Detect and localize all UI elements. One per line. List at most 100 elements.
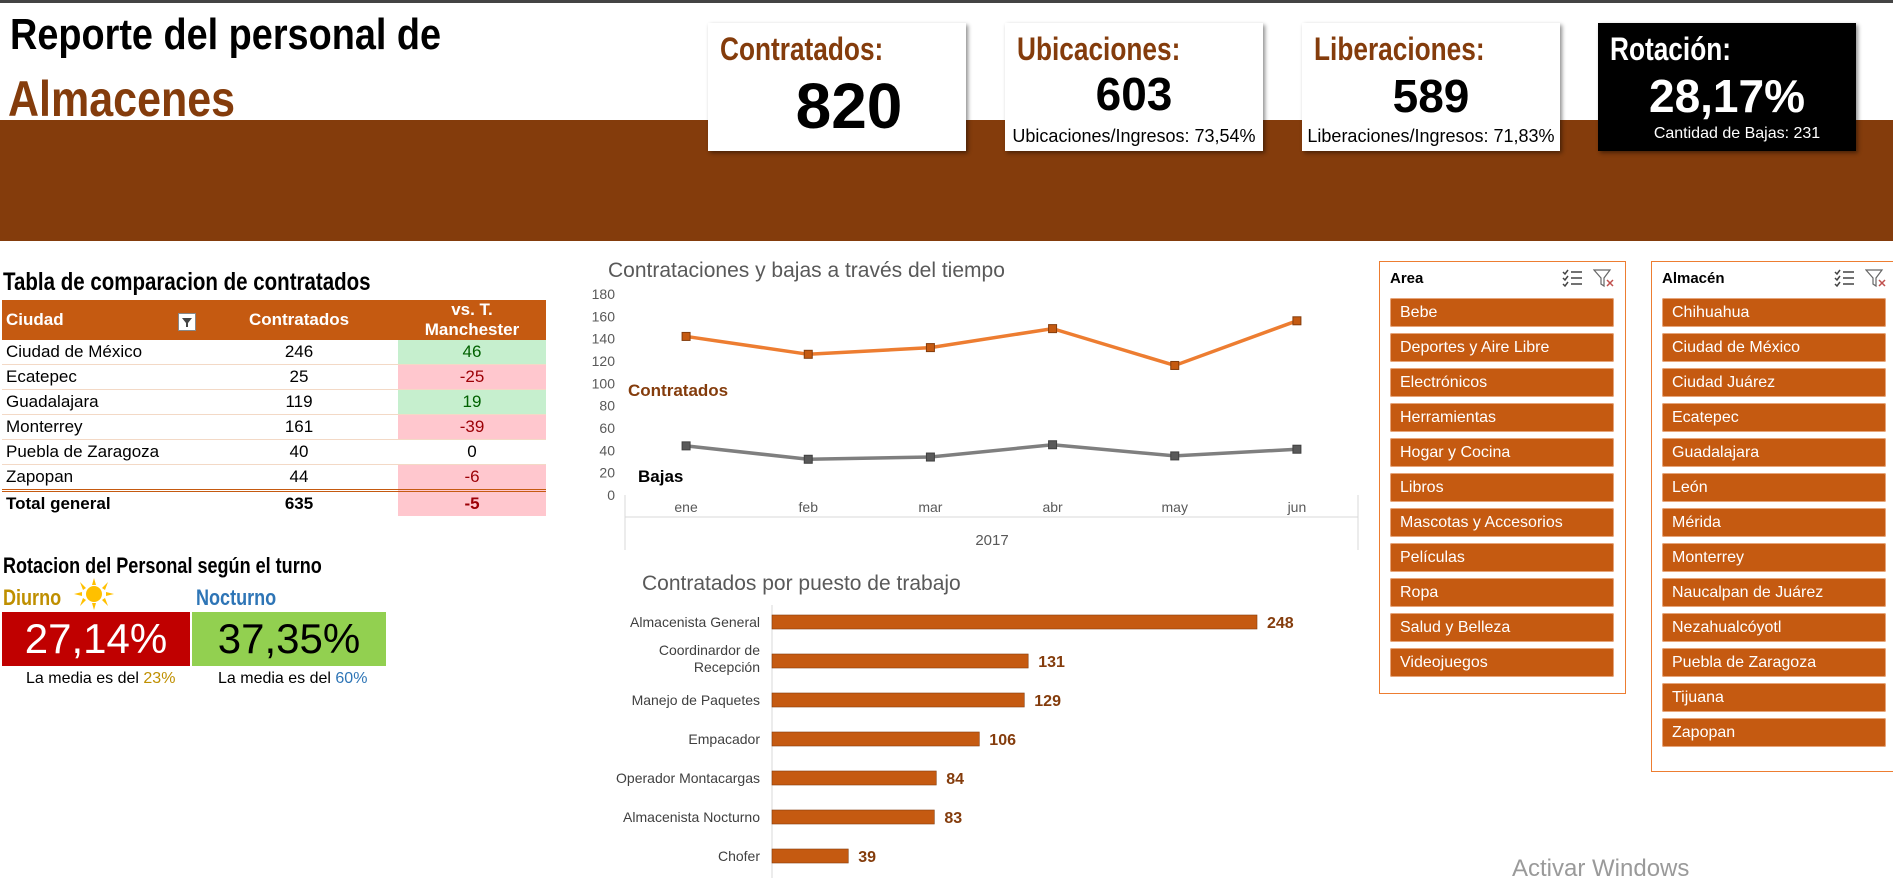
clear-filter-icon[interactable] — [1864, 268, 1887, 293]
column-header-ciudad: Ciudad — [2, 300, 200, 340]
kpi-liberaciones-sub: Liberaciones/Ingresos: 71,83% — [1307, 126, 1555, 146]
bar — [771, 809, 935, 825]
kpi-rotacion-value: 28,17% — [1648, 70, 1805, 122]
table-total-row: Total general 635 -5 — [2, 489, 546, 516]
comparison-table-title: Tabla de comparacion de contratados — [3, 268, 371, 296]
x-tick-label: ene — [674, 499, 698, 515]
area-slicer: Area Bebe Deportes y Aire Libre Electrónic… — [1379, 261, 1626, 694]
cell-city: Ecatepec — [2, 364, 200, 390]
kpi-ubicaciones-card: Ubicaciones: 603 Ubicaciones/Ingresos: 7… — [1005, 23, 1263, 151]
bar-category-label: Coordinardor de — [659, 642, 760, 658]
series-label-bajas: Bajas — [638, 467, 683, 486]
bar-value-label: 39 — [858, 849, 876, 866]
data-point-contratados — [803, 349, 813, 359]
cell-hired: 119 — [200, 389, 398, 415]
kpi-contratados-value: 820 — [795, 70, 903, 142]
almacen-slicer-title: Almacén — [1662, 270, 1725, 287]
page-title: Reporte del personal de — [10, 10, 442, 59]
bar — [771, 731, 980, 747]
bar-category-label: Chofer — [718, 848, 760, 864]
slicer-item-area[interactable]: Ropa — [1390, 578, 1614, 607]
y-tick-label: 40 — [599, 442, 615, 458]
bar-category-label: Recepción — [694, 659, 760, 675]
cell-city: Guadalajara — [2, 389, 200, 415]
night-rotation-note: La media es del 60% — [218, 670, 367, 688]
table-row: Ciudad de México 246 46 — [2, 340, 546, 365]
day-note-prefix: La media es del — [26, 670, 144, 687]
slicer-item-area[interactable]: Mascotas y Accesorios — [1390, 508, 1614, 537]
kpi-liberaciones-value: 589 — [1392, 70, 1470, 122]
area-slicer-title: Area — [1390, 270, 1424, 287]
page-subtitle: Almacenes — [8, 71, 236, 127]
clear-filter-icon[interactable] — [1592, 268, 1615, 293]
slicer-item-area[interactable]: Libros — [1390, 473, 1614, 502]
cell-vs: -25 — [398, 364, 546, 390]
slicer-item-area[interactable]: Electrónicos — [1390, 368, 1614, 397]
comparison-table: Ciudad Contratados vs. T. Manchester Ciu… — [2, 300, 546, 516]
bar-value-label: 248 — [1267, 615, 1294, 632]
bar-category-label: Almacenista Nocturno — [623, 809, 760, 825]
day-rotation-value: 27,14% — [2, 612, 190, 666]
slicer-item-almacen[interactable]: Chihuahua — [1662, 298, 1886, 327]
slicer-item-almacen[interactable]: Nezahualcóyotl — [1662, 613, 1886, 642]
slicer-item-almacen[interactable]: Monterrey — [1662, 543, 1886, 572]
y-tick-label: 100 — [592, 375, 616, 391]
cell-hired: 161 — [200, 414, 398, 440]
top-border — [0, 0, 1893, 3]
x-tick-label: feb — [799, 499, 819, 515]
data-point-bajas — [681, 441, 691, 451]
night-shift-label: Nocturno — [196, 585, 277, 610]
area-slicer-tools — [1561, 268, 1615, 293]
x-tick-label: abr — [1042, 499, 1063, 515]
kpi-liberaciones-card: Liberaciones: 589 Liberaciones/Ingresos:… — [1302, 23, 1560, 151]
data-point-bajas — [1170, 451, 1180, 461]
kpi-rotacion-card: Rotación: 28,17% Cantidad de Bajas: 231 — [1598, 23, 1856, 151]
x-tick-label: jun — [1287, 499, 1307, 515]
slicer-item-area[interactable]: Deportes y Aire Libre — [1390, 333, 1614, 362]
cell-hired: 246 — [200, 340, 398, 365]
slicer-item-almacen[interactable]: Mérida — [1662, 508, 1886, 537]
slicer-item-almacen[interactable]: Tijuana — [1662, 683, 1886, 712]
y-tick-label: 20 — [599, 465, 615, 481]
slicer-item-almacen[interactable]: Naucalpan de Juárez — [1662, 578, 1886, 607]
slicer-item-almacen[interactable]: Ciudad Juárez — [1662, 368, 1886, 397]
multi-select-icon[interactable] — [1561, 268, 1583, 293]
table-row: Zapopan 44 -6 — [2, 464, 546, 491]
y-tick-label: 140 — [592, 331, 616, 347]
kpi-rotacion-label: Rotación: — [1610, 31, 1731, 67]
data-point-bajas — [1292, 444, 1302, 454]
bar-category-label: Almacenista General — [630, 614, 760, 630]
bar — [771, 614, 1258, 630]
bar-category-label: Empacador — [688, 731, 760, 747]
multi-select-icon[interactable] — [1833, 268, 1855, 293]
slicer-item-almacen[interactable]: Ciudad de México — [1662, 333, 1886, 362]
slicer-item-area[interactable]: Salud y Belleza — [1390, 613, 1614, 642]
slicer-item-almacen[interactable]: Ecatepec — [1662, 403, 1886, 432]
day-note-value: 23% — [143, 670, 176, 687]
slicer-item-area[interactable]: Videojuegos — [1390, 648, 1614, 677]
column-header-vs: vs. T. Manchester — [398, 300, 546, 340]
slicer-item-almacen[interactable]: Puebla de Zaragoza — [1662, 648, 1886, 677]
cell-city: Zapopan — [2, 464, 200, 491]
y-tick-label: 60 — [599, 420, 615, 436]
slicer-item-almacen[interactable]: Zapopan — [1662, 718, 1886, 747]
day-shift-label: Diurno — [3, 585, 62, 610]
almacen-slicer: Almacén Chihuahua Ciudad de México Ciudad … — [1651, 261, 1893, 772]
cell-vs: 0 — [398, 439, 546, 465]
slicer-item-area[interactable]: Bebe — [1390, 298, 1614, 327]
slicer-item-almacen[interactable]: Guadalajara — [1662, 438, 1886, 467]
kpi-ubicaciones-label: Ubicaciones: — [1017, 31, 1181, 67]
slicer-item-area[interactable]: Herramientas — [1390, 403, 1614, 432]
slicer-item-area[interactable]: Hogar y Cocina — [1390, 438, 1614, 467]
kpi-ubicaciones-value: 603 — [1095, 68, 1173, 120]
filter-icon[interactable] — [178, 312, 196, 331]
kpi-liberaciones-label: Liberaciones: — [1314, 31, 1485, 67]
data-point-contratados — [1292, 316, 1302, 326]
slicer-item-area[interactable]: Películas — [1390, 543, 1614, 572]
bar-category-label: Operador Montacargas — [616, 770, 760, 786]
bar-value-label: 84 — [946, 771, 964, 788]
data-point-contratados — [681, 331, 691, 341]
slicer-item-almacen[interactable]: León — [1662, 473, 1886, 502]
cell-vs: -5 — [398, 489, 546, 516]
series-label-contratados: Contratados — [628, 381, 728, 400]
